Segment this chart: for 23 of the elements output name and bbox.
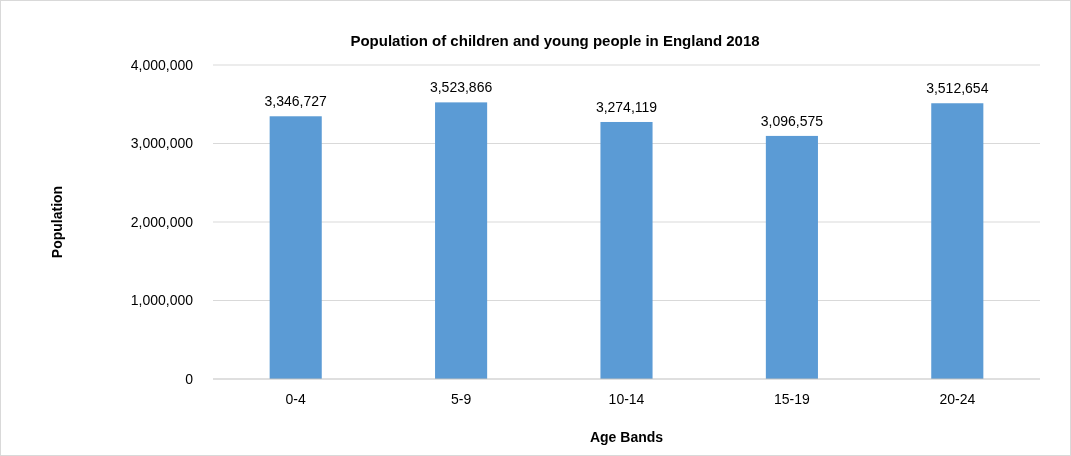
- y-tick-label: 2,000,000: [130, 213, 194, 230]
- bar: [765, 135, 818, 379]
- bar: [269, 116, 322, 379]
- data-label: 3,274,119: [595, 98, 658, 115]
- x-tick-label: 20-24: [939, 391, 976, 407]
- bar: [931, 103, 984, 379]
- data-label: 3,512,654: [926, 80, 989, 97]
- x-tick-label: 10-14: [608, 391, 645, 407]
- data-label: 3,346,727: [264, 93, 328, 110]
- y-tick-label: 3,000,000: [130, 135, 194, 152]
- y-axis-title: Population: [49, 185, 65, 259]
- bar: [435, 102, 488, 379]
- bar: [600, 121, 653, 379]
- data-label: 3,523,866: [429, 79, 493, 96]
- y-tick-label: 1,000,000: [130, 292, 194, 309]
- x-axis-title: Age Bands: [589, 429, 664, 445]
- y-tick-label: 4,000,000: [130, 56, 194, 73]
- data-label: 3,096,575: [760, 112, 824, 129]
- chart-title: Population of children and young people in England 2018: [350, 32, 760, 49]
- x-tick-label: 15-19: [773, 391, 811, 407]
- x-tick-label: 0-4: [285, 391, 307, 407]
- x-tick-label: 5-9: [450, 391, 472, 407]
- y-tick-label: 0: [185, 370, 194, 387]
